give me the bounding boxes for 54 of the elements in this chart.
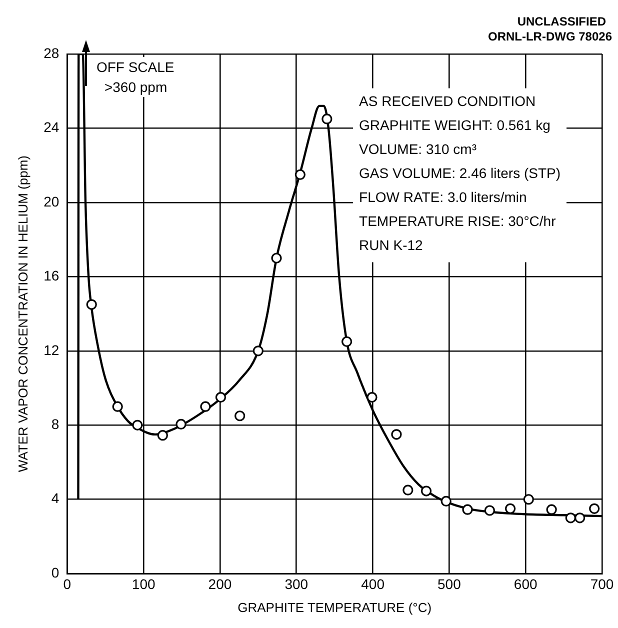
- point: [546, 504, 557, 515]
- point: [322, 114, 332, 124]
- y-tick-label: 8: [51, 416, 60, 432]
- point: [215, 392, 226, 403]
- x-axis-title: GRAPHITE TEMPERATURE (°C): [238, 600, 432, 615]
- point: [484, 505, 495, 516]
- point: [402, 484, 414, 496]
- point: [112, 401, 123, 412]
- x-tick-label: 0: [63, 576, 72, 592]
- x-tick-label: 300: [284, 576, 308, 592]
- y-tick-label: 0: [51, 564, 60, 580]
- point: [200, 401, 211, 412]
- annotation: GRAPHITE WEIGHT: 0.561 kg: [359, 117, 550, 134]
- point: [132, 420, 143, 430]
- point: [342, 336, 352, 347]
- y-tick-label: 20: [44, 193, 60, 210]
- x-tick-label: 700: [590, 576, 614, 592]
- annotation: RUN K-12: [359, 237, 424, 254]
- annotation: FLOW RATE: 3.0 liters/min: [359, 189, 527, 206]
- point: [86, 299, 97, 310]
- point: [391, 429, 402, 440]
- point: [157, 430, 168, 441]
- point: [505, 503, 516, 514]
- annotation: VOLUME: 310 cm³: [359, 141, 477, 158]
- annotation: OFF SCALE >360 ppm: [96, 58, 174, 95]
- point: [366, 392, 378, 403]
- x-tick-label: 400: [361, 576, 385, 592]
- y-tick-label: 28: [44, 44, 60, 61]
- point: [589, 503, 600, 514]
- point: [176, 418, 186, 430]
- y-tick-label: 24: [44, 119, 60, 136]
- text: UNCLASSIFIED: [517, 14, 606, 28]
- y-tick-label: 12: [44, 342, 60, 358]
- point: [440, 496, 452, 507]
- point: [462, 504, 473, 515]
- point: [271, 252, 282, 264]
- y-tick-label: 4: [51, 490, 60, 506]
- point: [294, 169, 306, 180]
- annotation: AS RECEIVED CONDITION: [359, 93, 536, 110]
- point: [523, 494, 534, 505]
- y-axis-title: WATER VAPOR CONCENTRATION IN HELIUM (ppm): [15, 156, 30, 472]
- x-tick-label: 600: [514, 576, 538, 592]
- y-tick-label: 16: [44, 268, 60, 284]
- text: ORNL-LR-DWG 78026: [488, 29, 612, 44]
- x-tick-label: 500: [438, 576, 462, 592]
- annotation: GAS VOLUME: 2.46 liters (STP): [359, 165, 561, 182]
- x-tick-label: 200: [208, 576, 232, 592]
- point: [234, 410, 246, 422]
- point: [565, 512, 576, 524]
- x-tick-label: 100: [132, 576, 156, 592]
- point: [420, 486, 432, 496]
- annotation: TEMPERATURE RISE: 30°C/hr: [359, 213, 556, 230]
- point: [252, 346, 264, 356]
- point: [574, 512, 586, 524]
